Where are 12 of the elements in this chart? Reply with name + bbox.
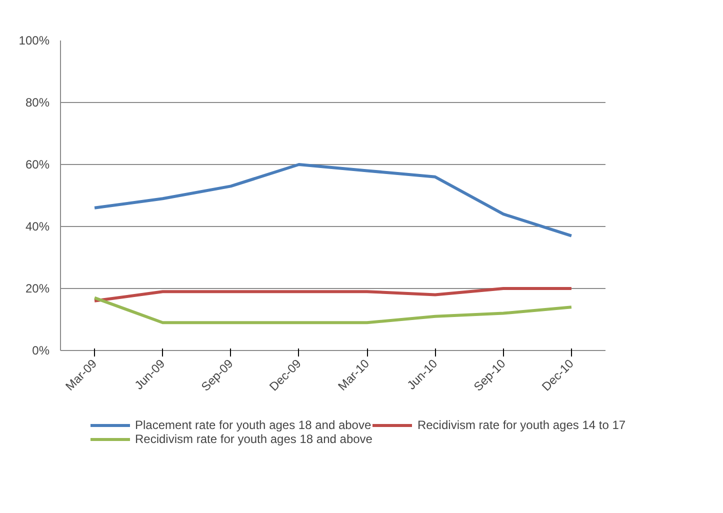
legend-label: Recidivism rate for youth ages 14 to 17 xyxy=(417,418,626,432)
line-series xyxy=(93,296,573,324)
y-tick-label: 0% xyxy=(32,344,50,358)
line-series xyxy=(93,287,573,302)
legend-label: Placement rate for youth ages 18 and above xyxy=(135,418,372,432)
y-tick-label: 40% xyxy=(25,220,50,234)
y-tick-label: 20% xyxy=(25,282,50,296)
y-tick-label: 80% xyxy=(25,96,50,110)
y-tick-label: 100% xyxy=(18,34,50,48)
line-series xyxy=(93,163,573,238)
legend-label: Recidivism rate for youth ages 18 and above xyxy=(135,432,372,446)
y-tick-label: 60% xyxy=(25,158,50,172)
